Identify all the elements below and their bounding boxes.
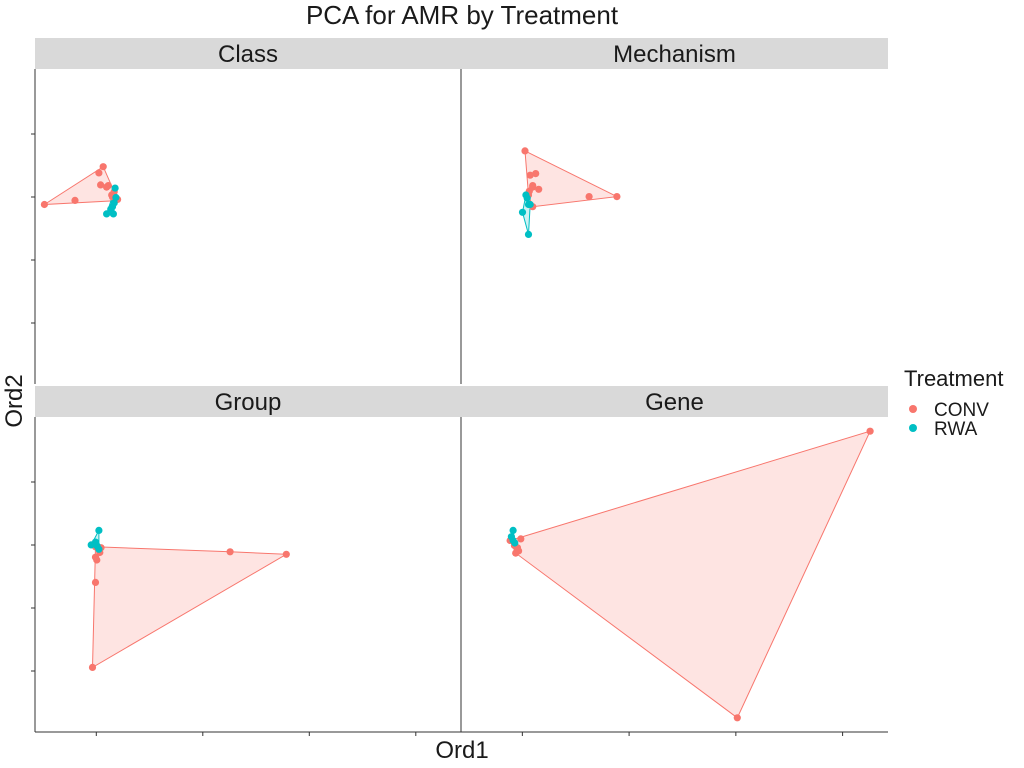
facet-strip — [35, 386, 461, 417]
data-point-rwa — [111, 184, 119, 192]
data-point-rwa — [110, 199, 118, 207]
facet-panel-class: Class — [31, 38, 461, 384]
data-point-conv — [733, 714, 741, 722]
data-point-conv — [613, 193, 621, 201]
data-point-conv — [99, 163, 107, 171]
chart-title: PCA for AMR by Treatment — [306, 0, 619, 30]
data-point-rwa — [109, 210, 117, 218]
facet-panel-gene: Gene — [460, 386, 888, 736]
data-point-conv — [532, 170, 540, 178]
data-point-conv — [585, 193, 593, 201]
legend-title: Treatment — [904, 366, 1003, 391]
facet-strip — [35, 38, 461, 69]
data-point-conv — [521, 147, 529, 155]
data-point-conv — [517, 535, 525, 543]
data-point-conv — [866, 427, 874, 435]
data-point-conv — [88, 663, 97, 672]
y-axis-label: Ord2 — [1, 374, 28, 427]
facet-strip-label: Gene — [645, 389, 704, 416]
data-point-conv — [71, 196, 79, 204]
legend-label: RWA — [934, 419, 978, 440]
data-point-rwa — [95, 545, 103, 553]
data-point-rwa — [95, 526, 103, 535]
panel-background — [461, 69, 888, 384]
data-point-conv — [226, 548, 234, 556]
data-point-conv — [40, 200, 49, 209]
data-point-conv — [93, 556, 101, 564]
facet-panel-group: Group — [31, 386, 461, 736]
data-point-conv — [526, 171, 534, 179]
data-point-conv — [95, 169, 103, 177]
data-point-rwa — [523, 194, 531, 202]
data-point-conv — [535, 185, 543, 193]
data-point-conv — [91, 578, 100, 587]
x-axis-label: Ord1 — [435, 737, 488, 764]
facet-strip — [461, 386, 888, 417]
legend-label: CONV — [934, 400, 989, 421]
legend-swatch — [909, 424, 917, 432]
facet-strip-label: Class — [218, 41, 278, 68]
data-point-rwa — [509, 526, 517, 535]
panel-background — [35, 69, 461, 384]
facet-strip-label: Group — [215, 389, 282, 416]
data-point-conv — [97, 181, 105, 189]
data-point-rwa — [526, 200, 534, 209]
facet-panel-mechanism: Mechanism — [460, 38, 888, 384]
facet-panels: Class Mechanism Group Gene — [31, 38, 888, 736]
data-point-rwa — [518, 208, 527, 216]
data-point-rwa — [511, 539, 519, 547]
facet-strip-label: Mechanism — [613, 41, 736, 68]
legend-entry-rwa: RWA — [909, 419, 978, 440]
data-point-conv — [282, 550, 290, 558]
panel-background — [461, 417, 888, 732]
data-point-conv — [103, 183, 111, 191]
data-point-rwa — [103, 210, 111, 218]
data-point-rwa — [112, 193, 120, 202]
data-point-conv — [512, 549, 520, 557]
facet-strip — [461, 38, 888, 69]
legend-entry-conv: CONV — [909, 400, 989, 421]
data-point-rwa — [524, 230, 533, 238]
panel-background — [35, 417, 461, 732]
legend-swatch — [909, 405, 917, 413]
